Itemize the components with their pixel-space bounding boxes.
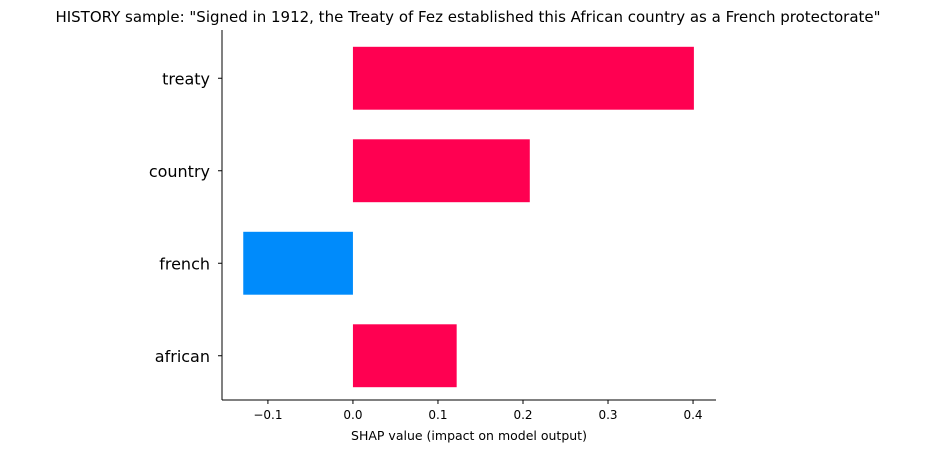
bar-treaty bbox=[352, 46, 694, 110]
bar-african bbox=[352, 324, 457, 388]
x-tick-label: 0.4 bbox=[683, 408, 702, 422]
y-tick-label: country bbox=[149, 162, 210, 181]
x-tick-label: 0.1 bbox=[428, 408, 447, 422]
y-tick-label: treaty bbox=[162, 69, 210, 88]
bar-french bbox=[243, 231, 353, 295]
x-tick-label: 0.3 bbox=[598, 408, 617, 422]
y-tick-label: african bbox=[155, 347, 210, 366]
bar-country bbox=[352, 139, 530, 203]
x-tick-label: −0.1 bbox=[253, 408, 282, 422]
chart-title: HISTORY sample: "Signed in 1912, the Tre… bbox=[55, 8, 880, 26]
x-axis-label: SHAP value (impact on model output) bbox=[351, 428, 587, 443]
x-tick-label: 0.0 bbox=[343, 408, 362, 422]
y-tick-label: french bbox=[159, 254, 210, 273]
x-tick-label: 0.2 bbox=[513, 408, 532, 422]
